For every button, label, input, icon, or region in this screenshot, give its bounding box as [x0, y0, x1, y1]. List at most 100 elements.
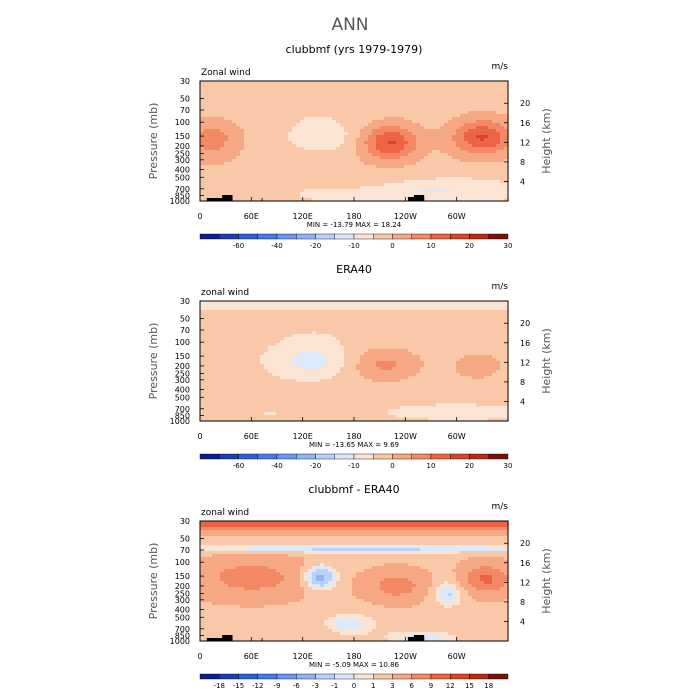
field-cell — [208, 93, 213, 97]
field-cell — [496, 84, 501, 88]
field-cell — [252, 307, 257, 311]
field-cell — [368, 331, 373, 335]
field-cell — [388, 334, 393, 338]
field-cell — [364, 126, 369, 130]
field-cell — [220, 367, 225, 371]
field-cell — [284, 156, 289, 160]
field-cell — [380, 93, 385, 97]
field-cell — [204, 370, 209, 374]
field-cell — [424, 301, 429, 305]
field-cell — [236, 96, 241, 100]
field-cell — [204, 153, 209, 157]
field-cell — [500, 162, 505, 166]
field-cell — [400, 120, 405, 124]
field-cell — [392, 183, 397, 187]
field-cell — [316, 174, 321, 178]
field-cell — [268, 168, 273, 172]
field-cell — [212, 349, 217, 353]
field-cell — [392, 331, 397, 335]
field-cell — [256, 186, 261, 190]
field-cell — [296, 165, 301, 169]
field-cell — [348, 316, 353, 320]
field-cell — [240, 370, 245, 374]
field-cell — [484, 150, 489, 154]
field-cell — [264, 108, 269, 112]
field-cell — [360, 117, 365, 121]
field-cell — [336, 96, 341, 100]
field-cell — [468, 105, 473, 109]
field-cell — [492, 307, 497, 311]
field-cell — [456, 325, 461, 329]
field-cell — [492, 343, 497, 347]
field-cell — [396, 93, 401, 97]
field-cell — [424, 159, 429, 163]
field-cell — [476, 102, 481, 106]
field-cell — [416, 331, 421, 335]
field-cell — [320, 198, 325, 202]
field-cell — [376, 331, 381, 335]
field-cell — [472, 129, 477, 133]
field-cell — [316, 150, 321, 154]
field-cell — [368, 189, 373, 193]
field-cell — [368, 358, 373, 362]
field-cell — [408, 313, 413, 317]
field-cell — [472, 168, 477, 172]
field-cell — [500, 313, 505, 317]
field-cell — [492, 183, 497, 187]
field-cell — [372, 307, 377, 311]
field-cell — [224, 87, 229, 91]
field-cell — [316, 171, 321, 175]
field-cell — [464, 105, 469, 109]
field-cell — [460, 138, 465, 142]
field-cell — [232, 96, 237, 100]
field-cell — [444, 192, 449, 196]
field-cell — [460, 195, 465, 199]
field-cell — [388, 90, 393, 94]
field-cell — [320, 159, 325, 163]
field-cell — [436, 168, 441, 172]
field-cell — [440, 349, 445, 353]
field-cell — [432, 93, 437, 97]
field-cell — [504, 90, 509, 94]
field-cell — [388, 99, 393, 103]
field-cell — [456, 307, 461, 311]
field-cell — [208, 337, 213, 341]
field-cell — [320, 138, 325, 142]
field-cell — [428, 90, 433, 94]
field-cell — [288, 183, 293, 187]
field-cell — [444, 322, 449, 326]
field-cell — [280, 349, 285, 353]
field-cell — [264, 174, 269, 178]
field-cell — [260, 123, 265, 127]
field-cell — [480, 310, 485, 314]
field-cell — [380, 180, 385, 184]
field-cell — [284, 153, 289, 157]
field-cell — [248, 358, 253, 362]
field-cell — [240, 334, 245, 338]
field-cell — [228, 135, 233, 139]
field-cell — [468, 171, 473, 175]
field-cell — [348, 180, 353, 184]
field-cell — [352, 307, 357, 311]
field-cell — [224, 84, 229, 88]
field-cell — [268, 177, 273, 181]
field-cell — [444, 132, 449, 136]
field-cell — [256, 96, 261, 100]
field-cell — [488, 171, 493, 175]
field-cell — [204, 340, 209, 344]
field-cell — [472, 105, 477, 109]
colorbar-label: -40 — [271, 242, 282, 250]
field-cell — [252, 310, 257, 314]
field-cell — [340, 358, 345, 362]
field-cell — [316, 111, 321, 115]
field-cell — [388, 144, 393, 148]
field-cell — [256, 147, 261, 151]
field-cell — [336, 358, 341, 362]
field-cell — [304, 90, 309, 94]
field-cell — [368, 96, 373, 100]
field-cell — [468, 165, 473, 169]
field-cell — [276, 90, 281, 94]
field-cell — [372, 141, 377, 145]
field-cell — [300, 192, 305, 196]
field-cell — [448, 343, 453, 347]
